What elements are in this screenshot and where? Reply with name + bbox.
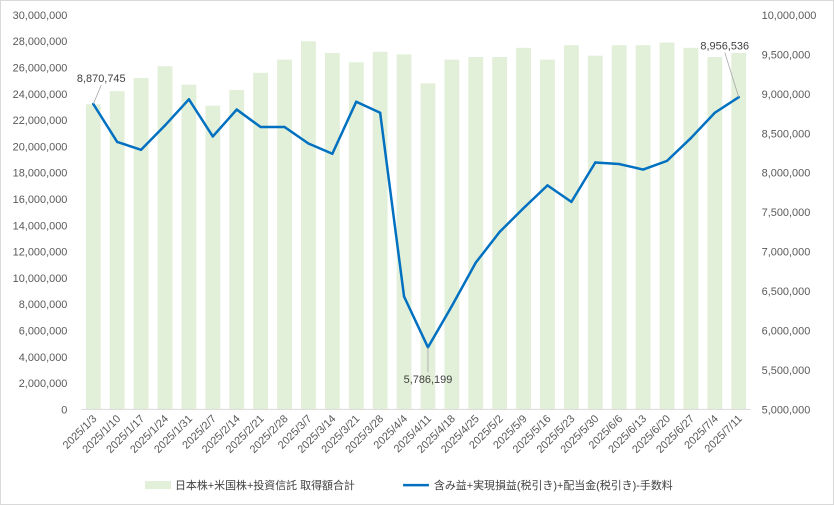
line-point xyxy=(474,261,477,264)
left-tick-label: 22,000,000 xyxy=(13,115,68,127)
bar xyxy=(420,83,436,410)
bar xyxy=(444,59,460,410)
right-tick-label: 7,000,000 xyxy=(762,247,811,259)
line-point xyxy=(283,125,286,129)
bar xyxy=(324,53,340,410)
right-tick-label: 8,000,000 xyxy=(762,168,811,180)
line-point xyxy=(641,168,645,171)
data-label: 8,870,745 xyxy=(77,73,126,85)
line-series-path xyxy=(92,95,740,349)
left-tick-label: 30,000,000 xyxy=(13,10,68,22)
line-point xyxy=(402,295,406,298)
bar xyxy=(348,62,364,410)
line-point xyxy=(426,346,430,349)
line-series xyxy=(92,95,740,349)
line-point xyxy=(187,98,191,101)
left-tick-label: 14,000,000 xyxy=(13,220,68,232)
line-point xyxy=(594,161,597,164)
bar xyxy=(635,45,651,410)
left-tick-label: 24,000,000 xyxy=(13,89,68,101)
line-point xyxy=(618,162,621,166)
line-point xyxy=(235,108,238,111)
line-point xyxy=(259,125,262,129)
line-point xyxy=(139,148,143,152)
line-point xyxy=(570,200,573,204)
bar xyxy=(468,57,484,410)
bar xyxy=(85,104,101,410)
line-point xyxy=(498,230,501,234)
bar xyxy=(133,78,149,410)
bar xyxy=(205,105,221,410)
line-point xyxy=(546,184,549,187)
line-point xyxy=(163,124,167,127)
right-tick-label: 8,500,000 xyxy=(762,128,811,140)
bar xyxy=(301,41,316,410)
right-tick-label: 6,000,000 xyxy=(762,325,811,337)
bar xyxy=(659,42,675,410)
line-point xyxy=(665,159,669,163)
left-tick-label: 18,000,000 xyxy=(13,168,68,180)
line-point xyxy=(450,304,454,308)
bar xyxy=(396,54,412,410)
legend-bar-swatch xyxy=(145,481,171,490)
bar xyxy=(540,59,555,410)
bar xyxy=(587,55,603,410)
legend-bar-label: 日本株+米国株+投資信託 取得額合計 xyxy=(175,478,355,492)
line-point xyxy=(713,111,717,114)
line-point xyxy=(307,142,310,145)
right-tick-label: 5,500,000 xyxy=(762,365,811,377)
right-axis: 5,000,000 5,500,000 6,000,000 6,500,000 7,00… xyxy=(762,10,817,416)
line-point xyxy=(689,136,693,140)
bar xyxy=(109,91,125,410)
bar xyxy=(229,89,245,410)
line-point xyxy=(115,140,119,144)
bar xyxy=(157,66,173,410)
line-point xyxy=(378,111,382,114)
bar xyxy=(277,59,292,410)
bar xyxy=(253,72,269,410)
right-tick-label: 5,000,000 xyxy=(762,404,811,416)
bar xyxy=(683,47,699,410)
data-label-leader xyxy=(724,52,740,98)
line-point xyxy=(355,100,358,103)
left-tick-label: 28,000,000 xyxy=(13,36,68,48)
left-tick-label: 6,000,000 xyxy=(19,325,68,337)
right-tick-label: 6,500,000 xyxy=(762,286,811,298)
left-tick-label: 20,000,000 xyxy=(13,141,68,153)
left-tick-label: 0 xyxy=(61,404,67,416)
left-tick-label: 26,000,000 xyxy=(13,63,68,75)
bar xyxy=(181,84,197,410)
legend-line-label: 含み益+実現損益(税引き)+配当金(税引き)-手数料 xyxy=(434,478,673,492)
left-tick-label: 10,000,000 xyxy=(13,273,68,285)
left-tick-label: 8,000,000 xyxy=(19,299,68,311)
left-tick-label: 16,000,000 xyxy=(13,194,68,206)
right-tick-label: 7,500,000 xyxy=(762,207,811,219)
left-tick-label: 12,000,000 xyxy=(13,247,68,259)
left-tick-label: 2,000,000 xyxy=(19,378,68,390)
bar-series xyxy=(85,41,747,410)
line-point xyxy=(522,207,525,210)
line-point xyxy=(331,152,334,155)
line-point xyxy=(211,135,215,138)
legend: 日本株+米国株+投資信託 取得額合計 含み益+実現損益(税引き)+配当金(税引き… xyxy=(145,478,673,492)
x-axis: 2025/1/32025/1/102025/1/172025/1/242025/… xyxy=(61,413,745,456)
bar xyxy=(731,53,747,410)
bar xyxy=(563,45,579,410)
data-label: 8,956,536 xyxy=(700,40,749,52)
data-label: 5,786,199 xyxy=(404,374,453,386)
data-label-leader xyxy=(92,84,102,105)
bar xyxy=(516,47,531,410)
right-tick-label: 10,000,000 xyxy=(762,10,817,22)
left-tick-label: 4,000,000 xyxy=(19,352,68,364)
right-tick-label: 9,500,000 xyxy=(762,49,811,61)
bar xyxy=(372,51,388,410)
data-labels: 8,870,745 5,786,199 8,956,536 xyxy=(77,40,749,386)
right-tick-label: 9,000,000 xyxy=(762,89,811,101)
left-axis: 0 2,000,000 4,000,000 6,000,000 8,000,000 10,… xyxy=(13,10,68,416)
bar xyxy=(707,57,723,410)
bar xyxy=(611,45,627,410)
